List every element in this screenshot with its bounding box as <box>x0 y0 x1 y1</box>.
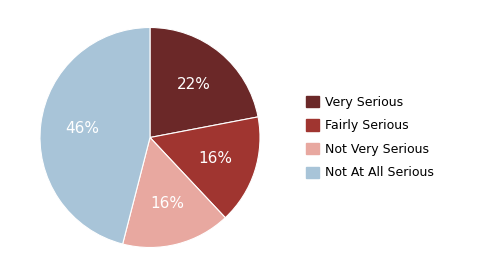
Text: 16%: 16% <box>198 151 232 166</box>
Text: 46%: 46% <box>66 122 100 136</box>
Text: 22%: 22% <box>176 78 210 92</box>
Wedge shape <box>150 28 258 138</box>
Text: 16%: 16% <box>150 196 184 211</box>
Wedge shape <box>40 28 150 244</box>
Wedge shape <box>150 117 260 218</box>
Legend: Very Serious, Fairly Serious, Not Very Serious, Not At All Serious: Very Serious, Fairly Serious, Not Very S… <box>306 96 434 180</box>
Wedge shape <box>122 138 226 248</box>
